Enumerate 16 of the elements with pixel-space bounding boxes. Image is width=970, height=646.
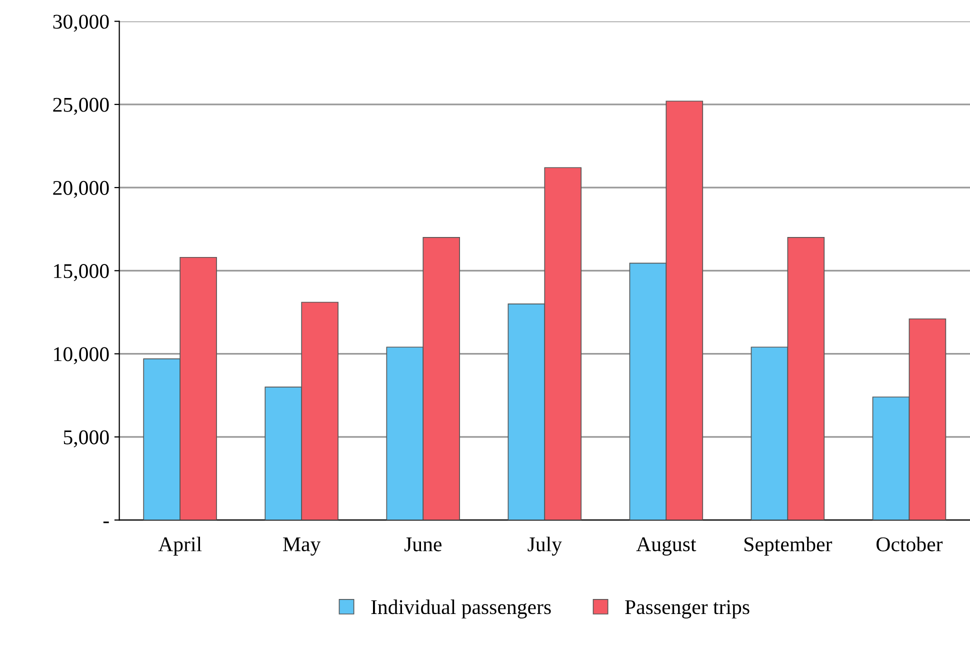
y-tick-label: -: [103, 522, 109, 524]
x-tick-label: April: [158, 536, 202, 556]
y-tick-label: 20,000: [53, 180, 109, 198]
x-tick-label: October: [876, 536, 943, 552]
legend-label: Passenger trips: [625, 600, 750, 618]
x-tick-label: August: [636, 537, 696, 556]
y-tick-label: 15,000: [54, 264, 109, 282]
x-tick-label: May: [283, 537, 321, 556]
y-tick-label: 25,000: [53, 98, 109, 115]
x-tick-label: July: [528, 536, 562, 556]
y-tick-label: 10,000: [54, 347, 109, 364]
x-tick-label: September: [744, 536, 832, 556]
x-tick-label: June: [404, 538, 442, 552]
legend-label: Individual passengers: [371, 600, 551, 618]
y-tick-label: 30,000: [53, 14, 109, 32]
y-tick-label: 5,000: [64, 430, 109, 448]
